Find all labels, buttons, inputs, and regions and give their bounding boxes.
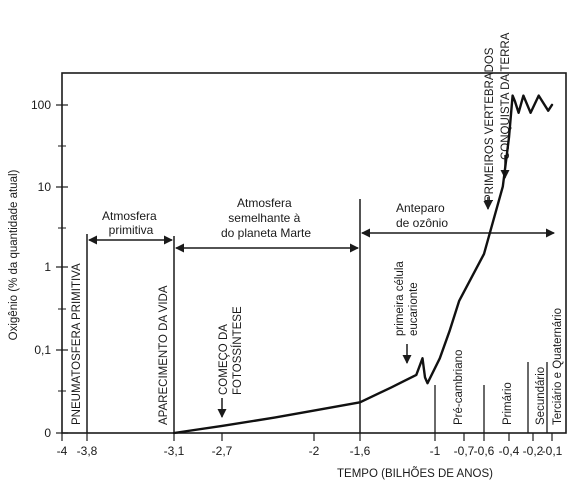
x-axis: -4 -3,8 -3,1 -2,7 -2 -1,6 -1 -0,7 -0,6 -0,4 -0,2-0… <box>57 433 563 458</box>
annotation-fotossintese-l2: FOTOSSÍNTESE <box>231 306 244 395</box>
oxygen-curve-series <box>172 94 554 435</box>
region-label-primitiva-line2: primitiva <box>109 223 154 237</box>
x-tick-label: -1,6 <box>350 444 371 458</box>
x-tick-label: -4 <box>57 444 68 458</box>
annotation-vertebrados: PRIMEIROS VERTEBRADOS <box>484 47 496 202</box>
y-axis-title: Oxigênio (% da quantidade atual) <box>8 169 20 340</box>
y-tick-label: 1 <box>44 260 51 274</box>
region-label-marte-line1: Atmosfera <box>237 196 292 210</box>
region-label-ozonio-line1: Anteparo <box>396 201 445 215</box>
region-label-marte: Atmosfera semelhante à do planeta Marte <box>221 196 311 240</box>
annotation-fotossintese-group: COMEÇO DA FOTOSSÍNTESE <box>218 306 244 395</box>
x-tick-label: -0,6 <box>474 444 495 458</box>
label-precambriano: Pré-cambriano <box>453 350 465 425</box>
label-secundario: Secundário <box>535 367 547 425</box>
region-label-ozonio-line2: de ozônio <box>396 216 448 230</box>
x-tick-label: -0,2 <box>523 444 544 458</box>
y-axis: 0 0,1 1 10 100 <box>31 98 68 440</box>
x-tick-label: -0,7 <box>454 444 475 458</box>
label-pneumatosfera: PNEUMATOSFERA PRIMITIVA <box>71 263 83 425</box>
region-label-primitiva: Atmosfera primitiva <box>102 209 160 237</box>
region-label-ozonio: Anteparo de ozônio <box>396 201 448 230</box>
x-tick-label: -3,1 <box>164 444 185 458</box>
label-terciario-quaternario: Terciário e Quaternário <box>552 308 564 425</box>
annotation-eucarionte-group: primeira célula eucarionte <box>394 261 420 336</box>
y-tick-label: 10 <box>38 180 52 194</box>
region-label-primitiva-line1: Atmosfera <box>102 209 157 223</box>
region-label-marte-line2: semelhante à <box>228 211 300 225</box>
x-tick-label: -1 <box>430 444 441 458</box>
region-label-marte-line3: do planeta Marte <box>221 226 311 240</box>
x-axis-title: TEMPO (BILHÕES DE ANOS) <box>337 467 493 480</box>
annotation-conquista-terra: CONQUISTA DA TERRA <box>500 32 512 160</box>
y-tick-label: 0 <box>44 426 51 440</box>
y-tick-label: 100 <box>31 98 51 112</box>
x-tick-label: -2,7 <box>212 444 233 458</box>
x-tick-label: -2 <box>309 444 320 458</box>
x-tick-label: -0,4 <box>499 444 520 458</box>
annotation-eucarionte-l2: eucarionte <box>408 282 420 336</box>
label-aparecimento-da-vida: APARECIMENTO DA VIDA <box>158 285 170 425</box>
label-primario: Primário <box>502 382 514 425</box>
annotation-fotossintese-l1: COMEÇO DA <box>218 324 230 395</box>
x-tick-label: -3,8 <box>77 444 98 458</box>
y-tick-label: 0,1 <box>34 343 51 357</box>
x-tick-label: -0,1 <box>542 444 563 458</box>
annotation-eucarionte-l1: primeira célula <box>394 261 406 336</box>
